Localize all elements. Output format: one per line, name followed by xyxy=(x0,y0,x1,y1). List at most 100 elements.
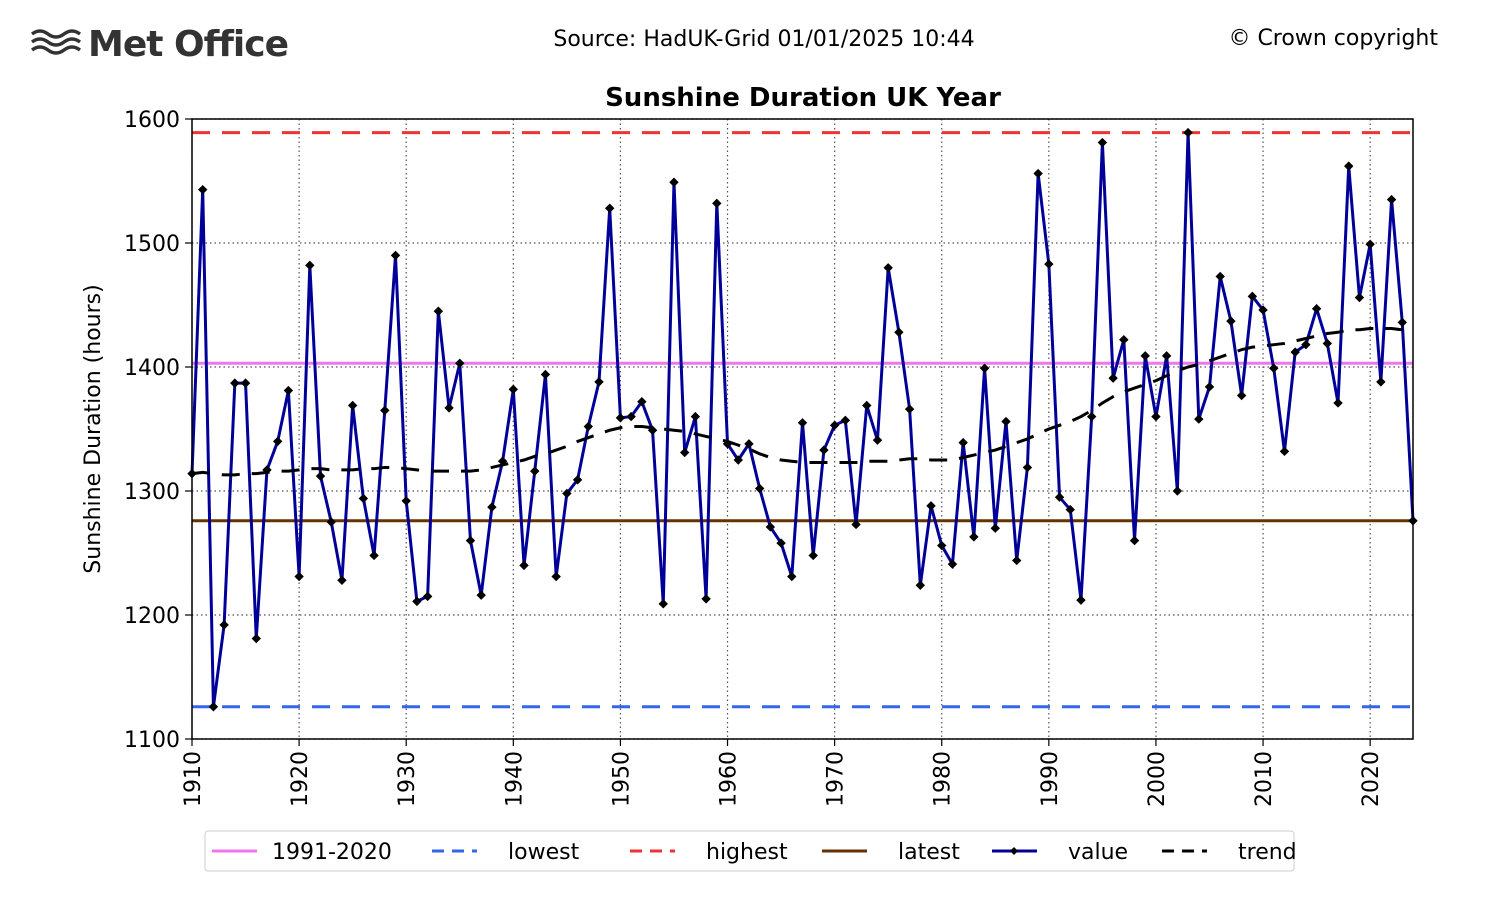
point xyxy=(690,411,701,422)
legend-label: highest xyxy=(706,840,788,865)
point xyxy=(904,404,915,414)
point xyxy=(390,250,401,261)
point xyxy=(465,535,476,546)
point xyxy=(1226,316,1236,326)
source: Source: HadUK-Grid 01/01/2025 10:44 xyxy=(553,27,974,52)
point xyxy=(776,538,786,548)
point xyxy=(669,177,679,187)
y-tick-label: 1300 xyxy=(124,480,180,505)
point xyxy=(819,445,829,455)
point xyxy=(1376,377,1386,387)
point xyxy=(1386,194,1397,205)
legend-label: lowest xyxy=(508,840,580,865)
point xyxy=(754,483,765,494)
point xyxy=(326,517,336,527)
point xyxy=(1333,398,1343,408)
point xyxy=(1022,462,1033,473)
copyright: © Crown copyright xyxy=(1228,26,1438,51)
point xyxy=(305,260,315,271)
x-tick-label: 1910 xyxy=(181,751,206,807)
point xyxy=(219,620,229,630)
plot-frame xyxy=(191,118,1414,740)
legend-box xyxy=(204,830,1295,872)
point xyxy=(240,378,251,388)
point xyxy=(840,415,851,426)
point xyxy=(969,532,979,542)
point xyxy=(1258,305,1268,315)
point xyxy=(583,421,593,432)
point xyxy=(1269,363,1279,373)
point xyxy=(1033,168,1043,179)
point xyxy=(347,400,358,411)
point xyxy=(797,418,808,428)
point xyxy=(915,580,926,590)
point xyxy=(1119,335,1129,345)
point xyxy=(1290,347,1300,357)
point xyxy=(615,413,626,423)
point xyxy=(401,496,411,506)
point xyxy=(251,633,261,644)
point xyxy=(1044,259,1054,269)
point xyxy=(1279,446,1290,457)
point xyxy=(862,400,872,411)
point xyxy=(712,198,722,209)
point xyxy=(1344,161,1354,171)
point xyxy=(1322,338,1333,349)
point xyxy=(626,411,636,422)
point xyxy=(337,575,347,585)
point xyxy=(422,591,433,602)
point xyxy=(894,327,904,337)
point xyxy=(412,596,422,607)
point xyxy=(1065,504,1075,515)
point xyxy=(787,571,797,582)
point xyxy=(476,590,486,600)
x-tick-label: 1920 xyxy=(288,751,313,807)
point xyxy=(1001,416,1011,427)
point xyxy=(1247,291,1258,302)
point xyxy=(315,471,326,481)
y-tick-label: 1100 xyxy=(124,728,180,753)
point xyxy=(1204,382,1215,392)
x-tick-label: 1930 xyxy=(395,751,420,807)
point xyxy=(369,550,379,561)
point xyxy=(572,475,583,485)
legend-marker xyxy=(1010,847,1018,855)
logo-text: Met Office xyxy=(88,24,288,65)
point xyxy=(883,263,893,273)
y-tick-label: 1500 xyxy=(124,232,180,257)
x-tick-label: 2020 xyxy=(1359,751,1384,807)
x-tick-label: 1980 xyxy=(931,751,956,807)
point xyxy=(979,363,990,373)
point xyxy=(508,384,519,395)
point xyxy=(230,378,240,388)
point xyxy=(947,559,958,569)
point xyxy=(958,437,968,448)
chart-title: Sunshine Duration UK Year xyxy=(605,83,1001,113)
point xyxy=(679,447,690,458)
point xyxy=(1097,137,1108,148)
y-tick-label: 1600 xyxy=(124,108,180,133)
point xyxy=(658,599,668,609)
point xyxy=(540,369,551,380)
point xyxy=(272,436,283,447)
point xyxy=(808,550,818,561)
point xyxy=(605,203,615,213)
point xyxy=(530,466,540,476)
point xyxy=(926,501,936,511)
point xyxy=(294,571,304,582)
point xyxy=(1354,292,1365,303)
point xyxy=(1183,127,1193,138)
point xyxy=(1140,351,1150,361)
series-line xyxy=(191,327,1414,477)
point xyxy=(1054,492,1065,502)
point xyxy=(1172,486,1183,496)
point xyxy=(594,377,604,387)
point xyxy=(733,455,743,465)
point xyxy=(519,560,529,571)
point xyxy=(701,594,711,604)
x-tick-label: 1950 xyxy=(609,751,634,807)
point xyxy=(487,502,497,512)
y-tick-label: 1400 xyxy=(124,356,180,381)
point xyxy=(562,488,572,499)
